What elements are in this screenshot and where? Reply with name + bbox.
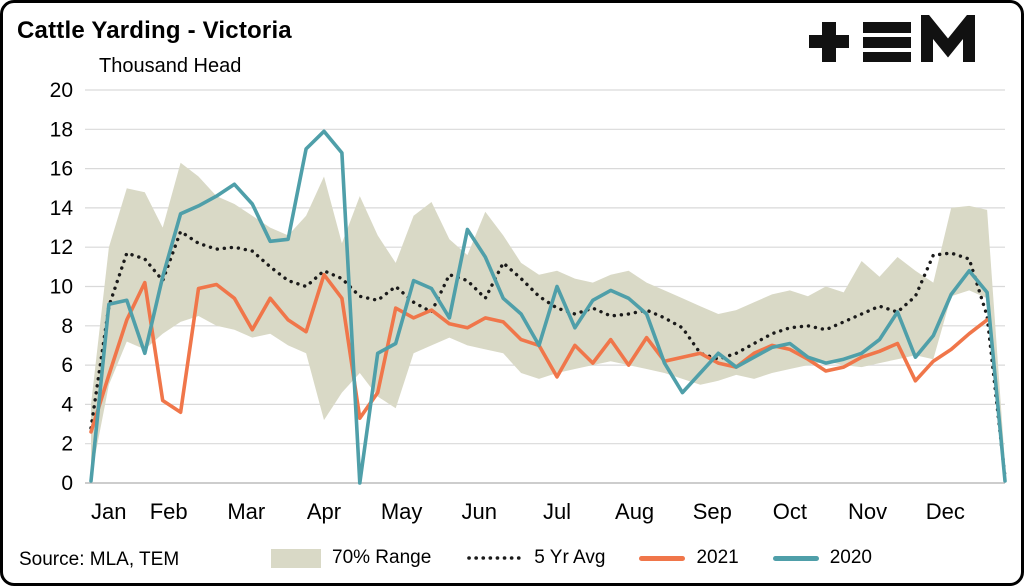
page-title: Cattle Yarding - Victoria bbox=[17, 17, 292, 44]
legend-label-range: 70% Range bbox=[332, 547, 432, 568]
legend-item-avg: 5 Yr Avg bbox=[465, 547, 605, 569]
x-tick-label: Jul bbox=[543, 499, 571, 524]
line-2021-swatch-icon bbox=[639, 555, 686, 561]
chart-svg: 0 2 4 6 8 10 12 14 16 18 20 Jan Feb Mar Apr May Jun Jul Au… bbox=[50, 79, 1007, 524]
x-tick-label: Sep bbox=[693, 499, 732, 524]
legend-item-2020: 2020 bbox=[772, 547, 872, 569]
range-band-swatch-icon bbox=[271, 548, 321, 568]
series-line-2020 bbox=[89, 129, 1007, 485]
line-2020-swatch-icon bbox=[772, 555, 819, 561]
y-tick-label: 14 bbox=[50, 197, 74, 220]
x-tick-label: Mar bbox=[227, 499, 265, 524]
legend-label-avg: 5 Yr Avg bbox=[534, 547, 606, 568]
y-tick-label: 6 bbox=[61, 354, 73, 377]
dotted-line-swatch-icon bbox=[467, 556, 522, 560]
x-tick-label: Dec bbox=[926, 499, 965, 524]
y-axis-title: Thousand Head bbox=[99, 55, 242, 77]
y-tick-label: 12 bbox=[50, 236, 73, 259]
source-note: Source: MLA, TEM bbox=[19, 549, 180, 570]
series-line-5-yr-avg bbox=[89, 229, 1007, 479]
x-tick-label: Jan bbox=[91, 499, 126, 524]
legend-item-range: 70% Range bbox=[271, 547, 431, 569]
x-tick-label: Aug bbox=[615, 499, 654, 524]
x-tick-label: May bbox=[381, 499, 423, 524]
x-tick-label: Nov bbox=[848, 499, 887, 524]
x-tick-label: Feb bbox=[150, 499, 188, 524]
y-tick-label: 0 bbox=[61, 472, 73, 495]
x-tick-label: Apr bbox=[307, 499, 341, 524]
y-tick-label: 16 bbox=[50, 158, 73, 181]
x-tick-label: Jun bbox=[462, 499, 497, 524]
y-tick-label: 20 bbox=[50, 79, 73, 102]
y-tick-label: 10 bbox=[50, 276, 73, 299]
y-tick-label: 8 bbox=[61, 315, 73, 338]
legend-label-2020: 2020 bbox=[829, 547, 872, 568]
tem-logo-icon bbox=[809, 5, 975, 74]
legend-item-2021: 2021 bbox=[639, 547, 739, 569]
legend-label-2021: 2021 bbox=[696, 547, 739, 568]
chart-legend: 70% Range 5 Yr Avg 2021 2020 bbox=[271, 547, 906, 569]
y-tick-label: 4 bbox=[61, 393, 73, 416]
y-tick-label: 2 bbox=[61, 433, 73, 456]
x-tick-label: Oct bbox=[773, 499, 807, 524]
y-tick-label: 18 bbox=[50, 118, 73, 141]
